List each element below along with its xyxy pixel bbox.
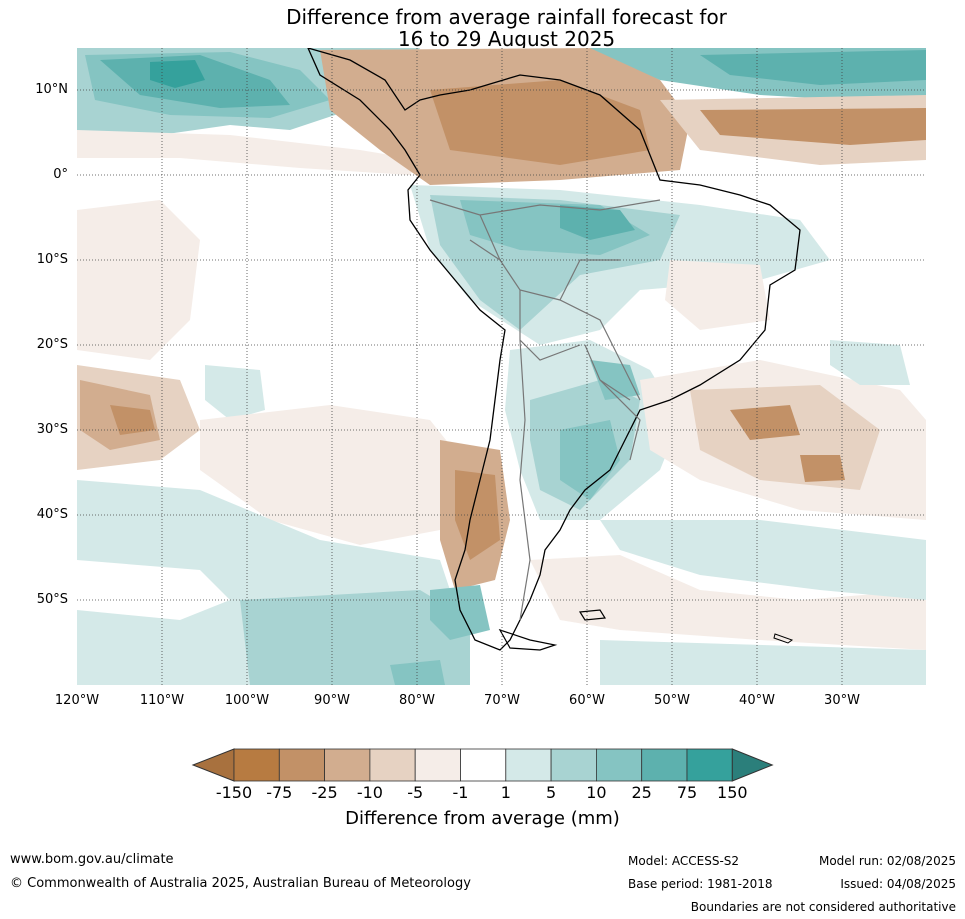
teal-anomaly-region <box>150 60 205 88</box>
colorbar-label: Difference from average (mm) <box>345 808 620 829</box>
colorbar-tick-label: 10 <box>586 783 607 802</box>
colorbar-tick-label: 75 <box>676 783 698 802</box>
neutral-region <box>77 560 230 620</box>
brown-anomaly-region <box>730 405 800 440</box>
south-georgia <box>773 633 794 644</box>
colorbar-tick-label: 25 <box>631 783 652 802</box>
brown-anomaly-region <box>455 470 500 560</box>
teal-anomaly-region <box>390 660 445 685</box>
colorbar-tick-label: -1 <box>452 783 469 802</box>
colorbar-extend-high <box>731 748 774 782</box>
issued-date: Issued: 04/08/2025 <box>840 877 956 891</box>
base-period: Base period: 1981-2018 <box>628 877 773 891</box>
brown-anomaly-region <box>110 405 155 435</box>
gridlines <box>77 48 926 685</box>
colorbar-swatch <box>505 748 552 782</box>
colorbar-tick-label: 1 <box>500 783 511 802</box>
teal-anomaly-region <box>830 340 910 385</box>
bom-website-link[interactable]: www.bom.gov.au/climate <box>10 852 174 867</box>
country-borders <box>429 199 661 621</box>
colorbar-swatch <box>233 748 280 782</box>
coastlines <box>307 48 801 651</box>
colorbar-swatch <box>460 748 507 782</box>
teal-anomaly-region <box>590 360 640 400</box>
brown-anomaly-region <box>665 260 770 330</box>
boundaries-disclaimer: Boundaries are not considered authoritat… <box>690 900 956 914</box>
brown-anomaly-region <box>430 80 650 165</box>
teal-anomaly-region <box>700 50 926 85</box>
brown-anomaly-region <box>530 555 926 650</box>
map-title-line2: 16 to 29 August 2025 <box>397 27 616 51</box>
colorbar-tick-label: 150 <box>717 783 748 802</box>
teal-anomaly-region <box>560 205 635 240</box>
lat-label-40s: 40°S <box>36 507 68 522</box>
teal-anomaly-region <box>600 640 926 685</box>
model-run-date: Model run: 02/08/2025 <box>818 854 956 868</box>
map-title-line1: Difference from average rainfall forecas… <box>286 5 727 29</box>
colorbar-tick-label: 5 <box>546 783 557 802</box>
colorbar-tick-label: -75 <box>266 783 293 802</box>
lon-label-120w: 120°W <box>54 693 100 708</box>
brown-anomaly-region <box>77 130 420 175</box>
lon-label-70w: 70°W <box>484 693 520 708</box>
lat-label-10s: 10°S <box>36 252 68 267</box>
lat-label-10n: 10°N <box>35 82 68 97</box>
colorbar-swatch <box>550 748 597 782</box>
colorbar-swatch <box>414 748 461 782</box>
lat-label-30s: 30°S <box>36 422 68 437</box>
brown-anomaly-region <box>200 405 470 545</box>
south-america-coastline <box>307 48 801 651</box>
colorbar-tick-label: -10 <box>356 783 383 802</box>
lon-label-90w: 90°W <box>314 693 350 708</box>
lat-label-0: 0° <box>53 167 68 182</box>
brown-anomaly-region <box>77 200 200 360</box>
colorbar-swatch <box>686 748 733 782</box>
colorbar-tick-label: -150 <box>215 783 253 802</box>
lon-label-60w: 60°W <box>569 693 605 708</box>
anomaly-fields <box>77 48 926 685</box>
lat-label-20s: 20°S <box>36 337 68 352</box>
copyright-text: © Commonwealth of Australia 2025, Austra… <box>10 876 471 891</box>
colorbar-extend-low <box>191 748 235 782</box>
colorbar-swatch <box>324 748 371 782</box>
colorbar-swatch <box>596 748 643 782</box>
tierra-del-fuego <box>498 628 558 651</box>
colorbar-swatch <box>278 748 325 782</box>
colorbar-tick-label: -5 <box>407 783 424 802</box>
brown-anomaly-region <box>700 108 926 145</box>
colorbar-swatch <box>641 748 688 782</box>
teal-anomaly-region <box>600 520 926 600</box>
colorbar-tick-label: -25 <box>311 783 338 802</box>
teal-anomaly-region <box>560 420 620 500</box>
lon-label-80w: 80°W <box>399 693 435 708</box>
lon-label-110w: 110°W <box>139 693 185 708</box>
colorbar-swatch <box>369 748 416 782</box>
lon-label-30w: 30°W <box>824 693 860 708</box>
lon-label-50w: 50°W <box>654 693 690 708</box>
brown-anomaly-region <box>800 455 845 482</box>
falkland-islands <box>578 609 607 621</box>
lon-label-40w: 40°W <box>739 693 775 708</box>
lon-label-100w: 100°W <box>224 693 270 708</box>
model-name: Model: ACCESS-S2 <box>628 854 740 868</box>
lat-label-50s: 50°S <box>36 592 68 607</box>
teal-anomaly-region <box>430 585 490 640</box>
teal-anomaly-region <box>205 365 265 420</box>
teal-anomaly-region <box>240 590 470 685</box>
